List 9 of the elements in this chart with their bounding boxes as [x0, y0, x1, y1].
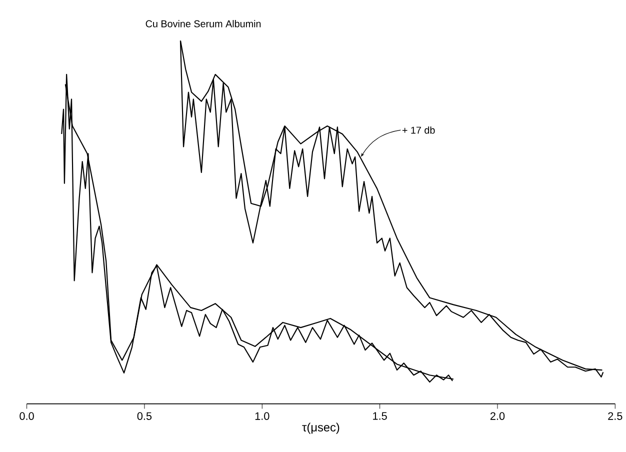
chart-title: Cu Bovine Serum Albumin	[146, 20, 261, 28]
x-tick-label: 2.0	[490, 412, 505, 420]
x-axis-title: τ(μsec)	[302, 422, 340, 434]
x-tick-label: 1.5	[373, 412, 387, 420]
x-tick-label: 2.5	[608, 412, 622, 420]
x-tick-label: 1.0	[255, 412, 270, 420]
x-tick-label: 0.0	[20, 412, 34, 420]
annotation: + 17 db	[402, 126, 435, 134]
x-tick-label: 0.5	[137, 412, 152, 420]
